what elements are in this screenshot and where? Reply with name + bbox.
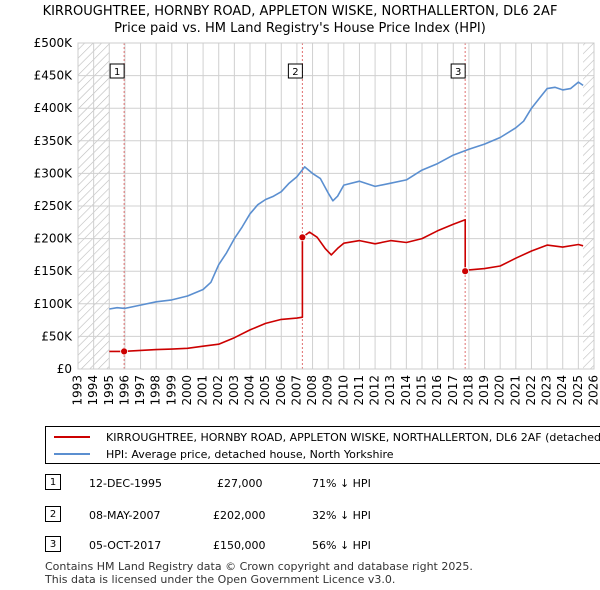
- x-tick-label: 2003: [227, 375, 241, 406]
- chart-subtitle: Price paid vs. HM Land Registry's House …: [114, 21, 486, 36]
- x-tick-label: 2011: [352, 375, 366, 406]
- sale-point: [461, 267, 470, 276]
- hpi-series-line: [109, 81, 584, 310]
- sale-number: 1: [45, 474, 61, 490]
- x-tick-label: 2023: [540, 375, 554, 406]
- sale-price: £150,000: [213, 539, 266, 552]
- x-tick-label: 1995: [102, 375, 116, 406]
- footer: Contains HM Land Registry data © Crown c…: [45, 560, 473, 586]
- y-tick-label: £150K: [34, 264, 74, 278]
- x-tick-label: 1994: [86, 375, 100, 406]
- legend-blue-line: [54, 453, 90, 455]
- sale-hpi: 32% ↓ HPI: [312, 509, 371, 522]
- x-tick-label: 2016: [430, 375, 444, 406]
- x-tick-label: 2006: [274, 375, 288, 406]
- y-tick-label: £450K: [34, 69, 74, 83]
- legend-item-property: KIRROUGHTREE, HORNBY ROAD, APPLETON WISK…: [54, 429, 600, 445]
- x-tick-label: 2015: [415, 375, 429, 406]
- chart-title: KIRROUGHTREE, HORNBY ROAD, APPLETON WISK…: [42, 4, 558, 19]
- y-tick-label: £0: [57, 362, 72, 376]
- x-tick-label: 2026: [587, 375, 600, 406]
- sale-date: 08-MAY-2007: [89, 509, 161, 522]
- x-tick-label: 2007: [289, 375, 303, 406]
- sale-point: [120, 347, 129, 356]
- x-tick-label: 1993: [71, 375, 85, 406]
- x-tick-label: 2018: [461, 375, 475, 406]
- y-tick-label: £100K: [34, 297, 74, 311]
- y-tick-label: £50K: [41, 329, 73, 343]
- x-tick-label: 2001: [196, 375, 210, 406]
- x-tick-label: 2024: [555, 375, 569, 406]
- x-tick-label: 2022: [524, 375, 538, 406]
- y-tick-label: £300K: [34, 166, 74, 180]
- sale-label-box: [287, 63, 303, 79]
- sale-point: [298, 233, 307, 242]
- sale-hpi: 56% ↓ HPI: [312, 539, 371, 552]
- footer-licence: This data is licensed under the Open Gov…: [45, 573, 396, 586]
- x-tick-label: 2002: [211, 375, 225, 406]
- x-tick-label: 2020: [493, 375, 507, 406]
- x-tick-label: 1997: [133, 375, 147, 406]
- sale-price: £27,000: [217, 477, 263, 490]
- footer-copyright: Contains HM Land Registry data © Crown c…: [45, 560, 473, 573]
- legend-item-hpi: HPI: Average price, detached house, Nort…: [54, 446, 394, 462]
- legend: KIRROUGHTREE, HORNBY ROAD, APPLETON WISK…: [45, 426, 600, 464]
- legend-hpi-label: HPI: Average price, detached house, Nort…: [106, 447, 394, 461]
- sale-label-box: [450, 63, 466, 79]
- sale-price: £202,000: [213, 509, 266, 522]
- sale-label-box: [109, 63, 125, 79]
- y-tick-label: £400K: [34, 101, 74, 115]
- x-tick-label: 2012: [368, 375, 382, 406]
- y-tick-label: £500K: [34, 36, 74, 50]
- x-tick-label: 2025: [571, 375, 585, 406]
- sale-date: 12-DEC-1995: [89, 477, 163, 490]
- sale-number: 3: [45, 536, 61, 552]
- x-tick-label: 2013: [383, 375, 397, 406]
- x-tick-label: 2014: [399, 375, 413, 406]
- y-tick-label: £200K: [34, 232, 74, 246]
- x-tick-label: 2010: [336, 375, 350, 406]
- legend-red-line: [54, 436, 90, 438]
- sale-label-number: 1: [114, 67, 120, 78]
- legend-property-label: KIRROUGHTREE, HORNBY ROAD, APPLETON WISK…: [106, 430, 600, 444]
- x-tick-label: 2005: [258, 375, 272, 406]
- x-tick-label: 2000: [180, 375, 194, 406]
- x-tick-label: 2009: [321, 375, 335, 406]
- x-tick-label: 2019: [477, 375, 491, 406]
- property-series-line: [109, 218, 584, 353]
- x-tick-label: 2004: [243, 375, 257, 406]
- x-tick-label: 2021: [508, 375, 522, 406]
- plot-border: [77, 42, 595, 370]
- x-tick-label: 2017: [446, 375, 460, 406]
- x-tick-label: 1999: [164, 375, 178, 406]
- y-tick-label: £350K: [34, 134, 74, 148]
- x-tick-label: 1996: [117, 375, 131, 406]
- price-chart: 1 2 3 £0 £50K £100K £150K £200K £250K £300K £350K…: [34, 36, 600, 406]
- x-tick-label: 1998: [149, 375, 163, 406]
- sale-number: 2: [45, 506, 61, 522]
- sale-hpi: 71% ↓ HPI: [312, 477, 371, 490]
- y-tick-label: £250K: [34, 199, 74, 213]
- x-tick-label: 2008: [305, 375, 319, 406]
- sale-label-number: 2: [292, 67, 298, 78]
- sale-date: 05-OCT-2017: [89, 539, 162, 552]
- sale-label-number: 3: [455, 67, 461, 78]
